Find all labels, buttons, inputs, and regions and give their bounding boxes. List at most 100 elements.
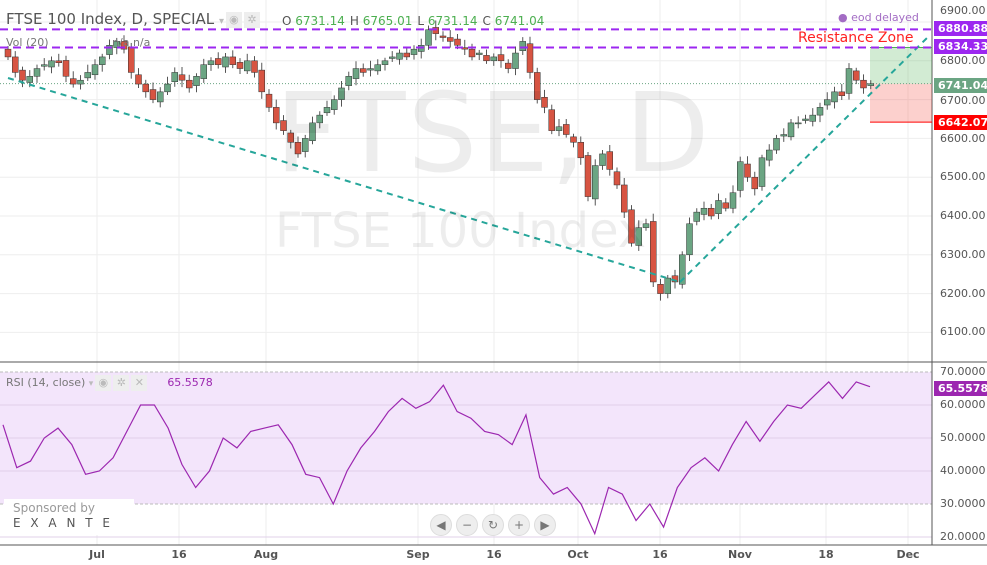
candle	[519, 41, 526, 51]
resistance-zone-label: Resistance Zone	[798, 30, 914, 46]
symbol-title[interactable]: FTSE 100 Index, D, SPECIAL ▾ ◉ ✲	[6, 10, 260, 31]
candle	[215, 58, 222, 65]
volume-indicator[interactable]: Vol (20) n/a n/a	[6, 36, 151, 49]
target-zone	[870, 47, 932, 84]
candle	[120, 41, 128, 50]
price-axis-label: 6500.00	[940, 170, 986, 184]
candle	[410, 48, 418, 55]
uptrend-line	[679, 34, 931, 283]
candle	[548, 109, 555, 131]
rsi-legend[interactable]: RSI (14, close) ▾ ◉ ✲ ✕ 65.5578	[6, 375, 213, 391]
candle	[751, 176, 758, 190]
candle	[128, 46, 135, 73]
scroll-left-button[interactable]: ◀	[430, 514, 452, 536]
candle	[664, 277, 671, 294]
candle	[476, 52, 483, 55]
rsi-axis-label: 30.0000	[940, 497, 986, 510]
candle	[207, 60, 215, 65]
price-axis-label: 6800.00	[940, 54, 986, 67]
candle	[287, 132, 294, 143]
candle	[396, 52, 403, 60]
candle	[867, 83, 874, 86]
candle	[845, 68, 853, 94]
candle	[555, 126, 563, 131]
rsi-axis-label: 70.0000	[940, 365, 986, 378]
candle	[338, 87, 345, 100]
candle	[4, 48, 12, 58]
candle	[505, 62, 512, 69]
rsi-axis-label: 20.0000	[940, 530, 986, 543]
candle	[795, 122, 802, 125]
candle	[766, 149, 773, 161]
candle	[84, 72, 91, 79]
candle	[193, 76, 200, 86]
candle	[700, 207, 708, 215]
candle	[650, 221, 657, 283]
candle	[62, 60, 70, 77]
rsi-value: 65.5578	[167, 376, 213, 389]
chevron-down-icon[interactable]: ▾	[218, 16, 224, 27]
reset-button[interactable]: ↻	[482, 514, 504, 536]
zoom-in-button[interactable]: +	[508, 514, 530, 536]
candle	[563, 124, 570, 135]
candle	[19, 69, 26, 81]
time-axis-label: 18	[818, 548, 834, 561]
candle	[432, 27, 439, 34]
candle	[48, 60, 55, 68]
candle	[570, 136, 577, 143]
price-axis-label: 6700.00	[940, 94, 986, 107]
candle	[316, 114, 323, 124]
chart-nav: ◀ − ↻ + ▶	[430, 514, 556, 536]
price-axis-label: 6300.00	[940, 247, 986, 261]
time-axis-label: Aug	[253, 548, 279, 561]
rsi-value-tag: 65.5578	[934, 381, 987, 396]
candle	[592, 165, 599, 200]
rsi-line	[2, 381, 871, 536]
candle	[222, 56, 229, 68]
sponsor-box[interactable]: Sponsored by E X A N T E	[4, 499, 134, 535]
candle	[722, 202, 729, 209]
candle	[55, 60, 62, 63]
gear-icon[interactable]: ✲	[243, 11, 260, 28]
price-tag-resistance-low: 6834.33	[934, 39, 987, 54]
scroll-right-button[interactable]: ▶	[534, 514, 556, 536]
price-axis-label: 6900.00	[940, 4, 986, 17]
candle	[787, 122, 795, 138]
candle	[642, 223, 650, 228]
price-tag-last: 6741.04	[934, 78, 987, 93]
candle	[512, 52, 519, 69]
candle	[635, 227, 642, 246]
candle	[403, 52, 410, 58]
time-axis-label: Dec	[896, 548, 920, 561]
candle	[606, 151, 613, 170]
candle	[273, 107, 280, 124]
price-axis-label: 6200.00	[940, 286, 986, 300]
candle	[824, 99, 831, 106]
candle	[773, 138, 780, 151]
eye-icon[interactable]: ◉	[225, 11, 242, 28]
candle	[302, 138, 309, 152]
candle	[157, 91, 164, 103]
candle	[468, 48, 476, 58]
candle	[708, 207, 715, 217]
price-axis-label: 6600.00	[940, 132, 986, 145]
candle	[447, 37, 454, 42]
time-axis-label: 16	[486, 548, 502, 561]
candle	[860, 79, 867, 89]
price-tag-resistance-high: 6880.88	[934, 21, 987, 36]
candle	[715, 200, 722, 214]
candle	[360, 68, 367, 73]
rsi-axis-label: 60.0000	[940, 398, 986, 411]
zoom-out-button[interactable]: −	[456, 514, 478, 536]
candle	[374, 64, 381, 72]
candle	[142, 83, 149, 93]
candle	[178, 74, 186, 81]
watermark-symbol: FTSE, D	[275, 69, 712, 197]
candle	[77, 79, 84, 85]
watermark-name: FTSE 100 Index	[275, 203, 647, 259]
candle	[497, 54, 505, 62]
candle	[229, 56, 236, 65]
candle	[258, 69, 265, 93]
time-axis-label: Oct	[567, 548, 589, 561]
